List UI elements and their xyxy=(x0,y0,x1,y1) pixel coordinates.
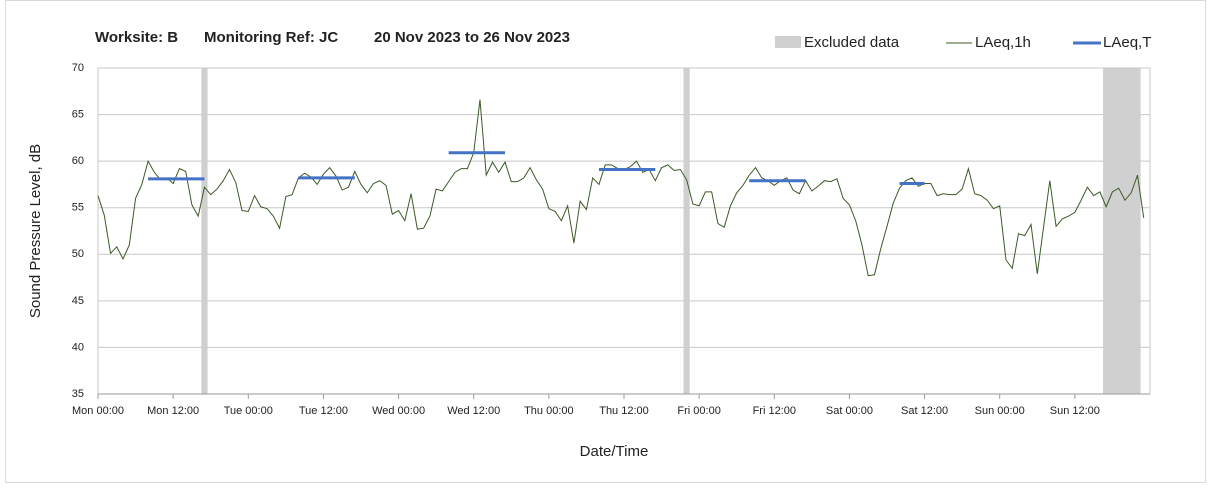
title: Monitoring Ref: JC xyxy=(204,29,338,46)
y-tick-label: 60 xyxy=(72,155,84,167)
excluded-band xyxy=(683,68,690,394)
y-tick-label: 70 xyxy=(72,62,84,74)
legend-label: Excluded data xyxy=(804,34,900,51)
legend-swatch xyxy=(775,36,801,48)
legend-label: LAeq,1h xyxy=(975,34,1031,51)
y-tick-label: 55 xyxy=(72,202,84,214)
x-tick-label: Mon 12:00 xyxy=(147,405,199,417)
x-tick-label: Sat 12:00 xyxy=(901,405,948,417)
x-tick-label: Sat 00:00 xyxy=(826,405,873,417)
excluded-band xyxy=(1103,68,1141,394)
x-tick-label: Thu 00:00 xyxy=(524,405,574,417)
excluded-band xyxy=(201,68,208,394)
legend-label: LAeq,T xyxy=(1103,34,1151,51)
x-tick-label: Sun 12:00 xyxy=(1050,405,1100,417)
x-tick-label: Thu 12:00 xyxy=(599,405,649,417)
y-tick-label: 65 xyxy=(72,108,84,120)
y-tick-label: 45 xyxy=(72,295,84,307)
y-tick-label: 40 xyxy=(72,341,84,353)
x-tick-label: Sun 00:00 xyxy=(975,405,1025,417)
x-tick-label: Fri 00:00 xyxy=(677,405,720,417)
y-tick-label: 50 xyxy=(72,248,84,260)
y-tick-label: 35 xyxy=(72,388,84,400)
x-tick-label: Tue 00:00 xyxy=(224,405,273,417)
x-axis-label: Date/Time xyxy=(580,443,649,460)
title: Worksite: B xyxy=(95,29,178,46)
x-tick-label: Wed 00:00 xyxy=(372,405,425,417)
x-tick-label: Wed 12:00 xyxy=(447,405,500,417)
x-tick-label: Mon 00:00 xyxy=(72,405,124,417)
y-axis-label: Sound Pressure Level, dB xyxy=(27,144,44,318)
x-tick-label: Fri 12:00 xyxy=(753,405,796,417)
title: 20 Nov 2023 to 26 Nov 2023 xyxy=(374,29,570,46)
x-tick-label: Tue 12:00 xyxy=(299,405,348,417)
